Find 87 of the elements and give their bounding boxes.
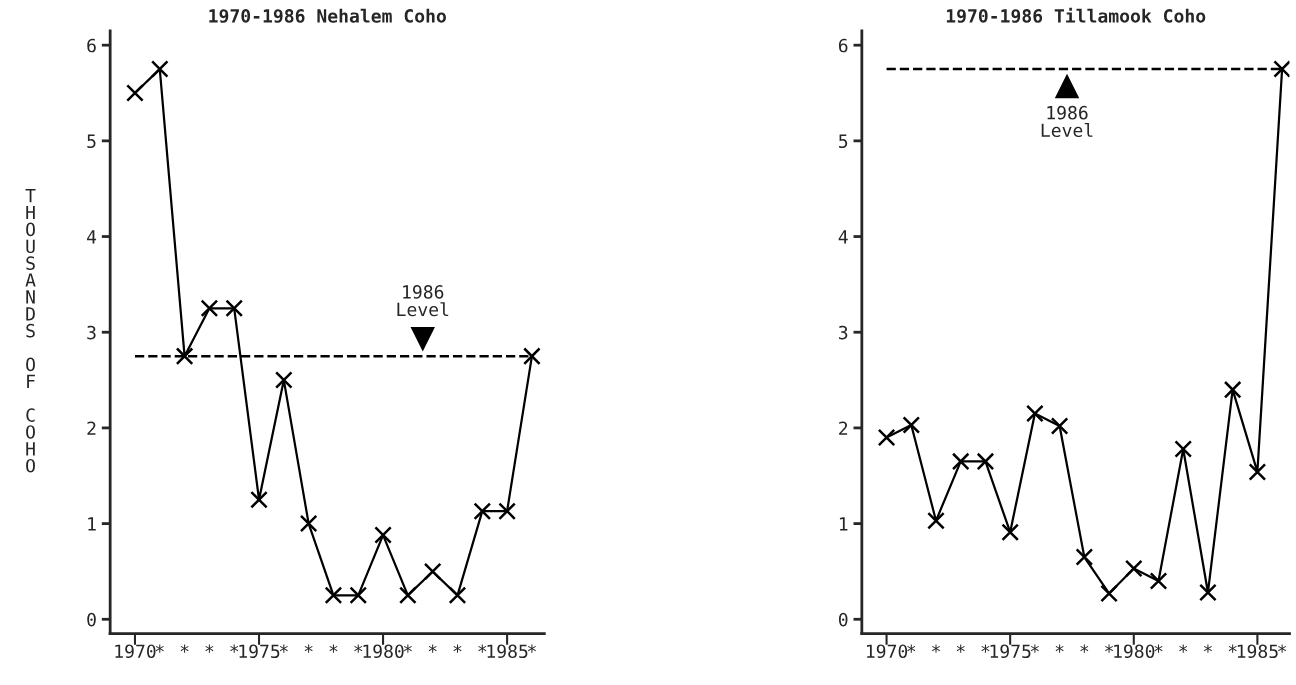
x-tick-label: * bbox=[1055, 644, 1064, 653]
point bbox=[398, 586, 417, 605]
x-tick-label: * bbox=[1278, 644, 1287, 653]
point bbox=[374, 526, 392, 544]
point bbox=[877, 428, 896, 447]
annotation: 1986 Level bbox=[397, 285, 449, 317]
x-tick-label: * bbox=[279, 644, 288, 653]
x-tick-label: 1975 bbox=[990, 644, 1031, 659]
point bbox=[1124, 559, 1143, 578]
x-tick-label: * bbox=[1154, 644, 1163, 653]
chart-title: 1970-1986 Nehalem Coho bbox=[209, 8, 446, 23]
point bbox=[175, 347, 194, 366]
point bbox=[423, 562, 442, 581]
x-tick-label: 1980 bbox=[1114, 644, 1155, 659]
x-tick-label: * bbox=[354, 644, 363, 653]
y-tick-label: 1 bbox=[839, 517, 848, 531]
point bbox=[951, 452, 970, 471]
point bbox=[1273, 60, 1290, 78]
point bbox=[349, 586, 368, 605]
y-tick-label: 5 bbox=[839, 134, 848, 149]
point bbox=[1223, 380, 1242, 399]
point bbox=[1149, 572, 1168, 590]
x-tick-label: 1970 bbox=[866, 644, 908, 659]
x-tick-label: * bbox=[932, 644, 940, 653]
x-tick-label: * bbox=[155, 644, 164, 653]
y-tick-label: 0 bbox=[87, 612, 96, 627]
point bbox=[1050, 417, 1069, 435]
x-tick-label: * bbox=[304, 644, 313, 653]
annotation: 1986 Level bbox=[1041, 105, 1093, 138]
x-tick-label: 1980 bbox=[363, 644, 404, 659]
y-tick-label: 1 bbox=[88, 517, 96, 531]
point bbox=[448, 586, 467, 605]
point bbox=[976, 452, 995, 471]
point bbox=[200, 299, 219, 318]
y-tick-label: 6 bbox=[87, 38, 96, 53]
x-tick-label: * bbox=[907, 644, 916, 653]
point bbox=[324, 586, 343, 605]
point bbox=[225, 299, 244, 318]
y-tick-label: 4 bbox=[838, 230, 848, 244]
point bbox=[927, 511, 945, 530]
text: THOUSANDS OF COHO bbox=[25, 189, 36, 473]
chart-title: 1970-1986 Tillamook Coho bbox=[946, 7, 1206, 23]
y-tick-label: 3 bbox=[838, 325, 848, 340]
point bbox=[1199, 583, 1217, 602]
x-tick-label: * bbox=[230, 644, 239, 653]
x-tick-label: * bbox=[956, 644, 965, 653]
point bbox=[250, 490, 268, 509]
x-tick-label: * bbox=[205, 644, 214, 653]
y-tick-label: 0 bbox=[838, 612, 848, 627]
y-tick-label: 2 bbox=[87, 421, 96, 435]
y-tick-label: 6 bbox=[838, 38, 848, 53]
point bbox=[126, 84, 144, 102]
x-tick-label: 1975 bbox=[239, 644, 280, 659]
x-tick-label: * bbox=[403, 644, 412, 653]
y-tick-label: 5 bbox=[87, 134, 96, 149]
point bbox=[902, 416, 921, 434]
x-tick-label: * bbox=[1203, 644, 1212, 653]
point bbox=[1174, 440, 1193, 458]
x-tick-label: * bbox=[1179, 644, 1188, 653]
x-tick-label: * bbox=[527, 644, 536, 653]
x-tick-label: * bbox=[329, 644, 338, 653]
y-tick-label: 2 bbox=[839, 421, 848, 435]
x-tick-label: * bbox=[1030, 644, 1039, 653]
x-tick-label: * bbox=[453, 644, 462, 653]
point bbox=[1001, 523, 1020, 542]
x-tick-label: 1985 bbox=[1237, 644, 1278, 659]
point bbox=[1100, 584, 1118, 603]
point bbox=[498, 502, 516, 521]
point bbox=[1248, 463, 1267, 481]
x-tick-label: * bbox=[981, 644, 990, 653]
x-tick-label: * bbox=[1105, 644, 1114, 653]
x-tick-label: 1985 bbox=[487, 644, 528, 659]
point bbox=[473, 502, 492, 521]
point bbox=[299, 514, 318, 533]
point bbox=[274, 371, 293, 389]
x-tick-label: * bbox=[428, 644, 437, 653]
y-tick-label: 3 bbox=[87, 325, 96, 340]
point bbox=[523, 347, 541, 366]
x-tick-label: * bbox=[478, 644, 487, 653]
x-tick-label: * bbox=[1080, 644, 1089, 653]
x-tick-label: 1970 bbox=[115, 644, 156, 659]
point bbox=[1026, 404, 1044, 423]
point bbox=[1075, 548, 1094, 566]
point bbox=[150, 60, 169, 78]
y-tick-label: 4 bbox=[87, 230, 97, 244]
x-tick-label: * bbox=[180, 644, 189, 653]
x-tick-label: * bbox=[1228, 644, 1237, 653]
